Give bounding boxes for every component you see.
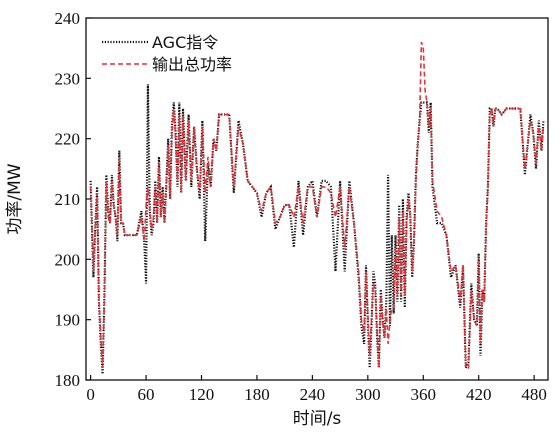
y-axis: 180 190 200 210 220 230 240 (55, 9, 91, 390)
x-tick-label: 60 (138, 385, 155, 404)
x-axis-label: 时间/s (293, 409, 342, 429)
y-tick-label: 210 (55, 190, 81, 209)
x-tick-label: 240 (300, 385, 326, 404)
y-tick-label: 220 (55, 130, 81, 149)
x-tick-label: 420 (466, 385, 492, 404)
plot-area (89, 41, 545, 375)
y-tick-label: 240 (55, 9, 81, 28)
y-tick-label: 230 (55, 69, 81, 88)
x-tick-label: 120 (189, 385, 215, 404)
series-line-0 (89, 84, 545, 375)
y-tick-label: 200 (55, 250, 81, 269)
legend-label-output: 输出总功率 (152, 55, 232, 74)
x-tick-label: 360 (411, 385, 437, 404)
y-axis-label: 功率/MW (5, 163, 25, 234)
x-tick-label: 0 (86, 385, 95, 404)
legend-label-agc: AGC指令 (152, 33, 218, 52)
x-tick-label: 480 (521, 385, 547, 404)
x-tick-label: 300 (355, 385, 381, 404)
legend: AGC指令 输出总功率 (102, 33, 232, 74)
x-axis: 0 60 120 180 240 300 360 420 480 (86, 375, 547, 404)
y-tick-label: 190 (55, 311, 81, 330)
y-tick-label: 180 (55, 371, 81, 390)
series-line-1 (89, 41, 545, 369)
x-tick-label: 180 (244, 385, 270, 404)
